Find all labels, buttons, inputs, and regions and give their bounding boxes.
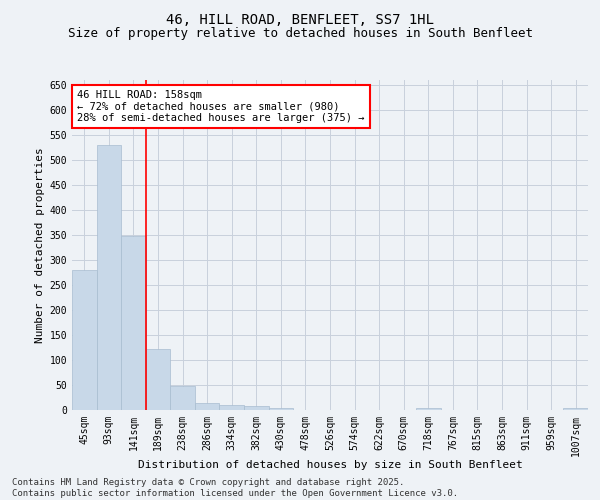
Bar: [195, 402, 220, 410]
X-axis label: Distribution of detached houses by size in South Benfleet: Distribution of detached houses by size …: [137, 460, 523, 470]
Bar: [97, 145, 121, 410]
Bar: [563, 408, 588, 410]
Bar: [72, 270, 97, 410]
Y-axis label: Number of detached properties: Number of detached properties: [35, 147, 46, 343]
Bar: [121, 236, 146, 410]
Text: Size of property relative to detached houses in South Benfleet: Size of property relative to detached ho…: [67, 28, 533, 40]
Bar: [269, 408, 293, 410]
Bar: [416, 408, 440, 410]
Text: Contains HM Land Registry data © Crown copyright and database right 2025.
Contai: Contains HM Land Registry data © Crown c…: [12, 478, 458, 498]
Text: 46 HILL ROAD: 158sqm
← 72% of detached houses are smaller (980)
28% of semi-deta: 46 HILL ROAD: 158sqm ← 72% of detached h…: [77, 90, 365, 123]
Bar: [220, 405, 244, 410]
Bar: [244, 406, 269, 410]
Text: 46, HILL ROAD, BENFLEET, SS7 1HL: 46, HILL ROAD, BENFLEET, SS7 1HL: [166, 12, 434, 26]
Bar: [170, 386, 195, 410]
Bar: [146, 348, 170, 410]
